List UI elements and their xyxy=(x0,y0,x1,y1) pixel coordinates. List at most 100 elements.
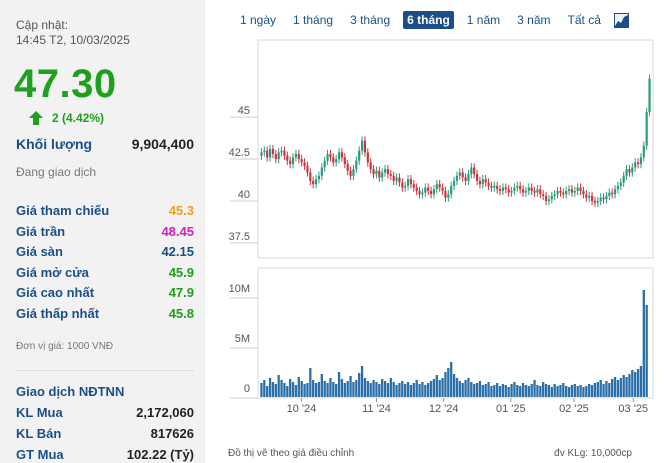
volume-bar xyxy=(547,385,551,397)
volume-bar xyxy=(418,384,421,397)
candle-body xyxy=(501,187,505,191)
x-axis: 10 '24 11 '24 12 '24 01 '25 02 '25 03 '25 xyxy=(287,398,648,415)
volume-bar xyxy=(496,383,499,397)
candle-body xyxy=(524,190,528,193)
candle-body xyxy=(634,162,637,168)
candle-body xyxy=(392,175,395,181)
volume-value: 9,904,400 xyxy=(131,136,194,152)
price-tick-label: 40 xyxy=(238,189,250,201)
candle-body xyxy=(562,192,565,195)
tab-all[interactable]: Tất cả xyxy=(567,13,601,27)
volume-bar xyxy=(579,385,582,397)
candle-body xyxy=(438,184,441,188)
candle-body xyxy=(493,185,496,188)
tab-1-year[interactable]: 1 năm xyxy=(466,13,501,27)
candle-body xyxy=(297,154,300,160)
candle-body xyxy=(516,185,519,188)
volume-bar xyxy=(375,382,378,397)
volume-bar xyxy=(493,385,496,397)
tab-1-day[interactable]: 1 ngày xyxy=(240,13,277,27)
price-plot-frame xyxy=(257,39,654,259)
foreign-row: KL Bán 817626 xyxy=(16,426,194,441)
candle-body xyxy=(291,157,295,165)
volume-bar xyxy=(277,375,280,397)
candle-body xyxy=(556,190,559,195)
x-tick-label: 12 '24 xyxy=(429,403,459,415)
candle-body xyxy=(645,112,648,146)
price-level-value: 48.45 xyxy=(161,223,194,239)
price-level-row: Giá mở cửa 45.9 xyxy=(16,265,194,280)
volume-bar xyxy=(358,373,361,397)
trading-status: Đang giao dịch xyxy=(16,165,97,179)
volume-unit-note: đv KLg: 10,000cp xyxy=(554,448,632,459)
volume-bar xyxy=(556,386,559,397)
tab-1-month[interactable]: 1 tháng xyxy=(293,13,334,27)
volume-bar xyxy=(542,382,545,397)
current-price: 47.30 xyxy=(14,62,117,106)
candle-body xyxy=(349,170,352,176)
chart-type-icon[interactable] xyxy=(613,12,629,28)
volume-bar xyxy=(519,386,522,397)
candle-body xyxy=(271,149,275,155)
volume-bar xyxy=(317,382,321,397)
volume-bar xyxy=(280,380,283,397)
candle-body xyxy=(504,187,507,190)
x-tick-label: 11 '24 xyxy=(362,403,391,415)
candle-body xyxy=(317,175,321,180)
candle-body xyxy=(642,145,645,158)
x-tick-label: 03 '25 xyxy=(618,403,648,415)
foreign-buy-volume-value: 2,172,060 xyxy=(136,405,194,420)
candle-body xyxy=(386,169,390,175)
candle-body xyxy=(395,177,398,181)
volume-bar xyxy=(332,382,335,397)
volume-bar xyxy=(291,382,295,397)
volume-bar xyxy=(300,381,303,397)
price-tick-label: 45 xyxy=(238,105,250,117)
price-level-label: Giá thấp nhất xyxy=(16,305,100,321)
volume-bar xyxy=(274,384,277,397)
candle-body xyxy=(636,162,640,165)
candle-body xyxy=(573,190,576,193)
volume-bar xyxy=(450,362,453,397)
candle-body xyxy=(576,187,579,191)
candle-body xyxy=(533,190,536,193)
volume-bar xyxy=(565,386,568,397)
volume-bar xyxy=(636,369,640,397)
candle-body xyxy=(605,195,608,200)
candle-body xyxy=(593,200,597,203)
quote-panel: Cập nhật: 14:45 T2, 10/03/2025 47.30 2 (… xyxy=(0,0,205,463)
candle-body xyxy=(639,157,643,165)
candle-body xyxy=(585,194,588,198)
candle-body xyxy=(478,180,482,185)
candle-body xyxy=(409,179,413,185)
candle-body xyxy=(320,167,323,176)
volume-bar xyxy=(398,383,401,397)
price-level-label: Giá mở cửa xyxy=(16,264,89,280)
price-level-value: 45.9 xyxy=(168,264,194,280)
candle-body xyxy=(513,187,516,191)
volume-bar xyxy=(470,382,473,397)
candle-body xyxy=(553,194,556,196)
volume-bar xyxy=(616,380,620,397)
volume-bar xyxy=(611,379,614,397)
price-level-label: Giá sàn xyxy=(16,244,63,259)
volume-bar xyxy=(516,385,519,397)
volume-bar xyxy=(625,377,628,397)
price-level-row: Giá thấp nhất 45.8 xyxy=(16,306,194,321)
volume-bar xyxy=(360,366,364,397)
tab-3-months[interactable]: 3 tháng xyxy=(350,13,391,27)
volume-bar xyxy=(585,386,588,397)
candle-body xyxy=(277,152,280,160)
tab-3-years[interactable]: 3 năm xyxy=(517,13,551,27)
volume-bar xyxy=(559,385,562,397)
candle-body xyxy=(303,162,306,166)
volume-bar xyxy=(349,376,352,397)
volume-bar xyxy=(452,374,456,397)
candle-body xyxy=(274,154,277,160)
volume-bar xyxy=(481,385,484,397)
tab-6-months[interactable]: 6 tháng xyxy=(403,11,454,29)
candle-body xyxy=(406,179,410,186)
candle-body xyxy=(539,189,542,195)
candle-body xyxy=(389,174,392,176)
volume-row: Khối lượng 9,904,400 xyxy=(16,136,194,152)
